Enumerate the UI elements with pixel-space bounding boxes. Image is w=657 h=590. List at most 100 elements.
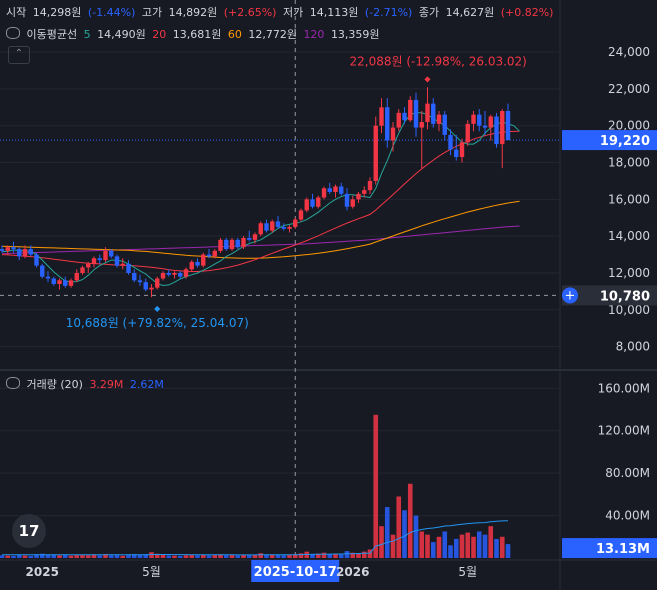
candle bbox=[379, 98, 384, 134]
volume-bar bbox=[16, 554, 22, 558]
candle-body bbox=[500, 110, 505, 145]
eye-icon[interactable] bbox=[6, 27, 20, 39]
candle-body bbox=[80, 267, 85, 273]
tradingview-logo-icon[interactable]: 17 bbox=[12, 514, 46, 548]
volume-tick-label: 160.00M bbox=[598, 381, 650, 395]
candle-body bbox=[51, 278, 56, 285]
candle-body bbox=[5, 247, 10, 251]
ma-legend[interactable]: 이동평균선 5 14,490원 20 13,681원 60 12,772원 12… bbox=[6, 26, 383, 42]
candle-body bbox=[431, 103, 436, 124]
crosshair-date-badge bbox=[251, 560, 340, 582]
volume-bar bbox=[131, 554, 137, 558]
candle bbox=[442, 110, 447, 141]
ma5-value: 14,490원 bbox=[97, 28, 146, 41]
candle bbox=[448, 129, 453, 156]
candle bbox=[252, 232, 258, 244]
candle-body bbox=[183, 269, 189, 277]
volume-bar bbox=[384, 507, 390, 558]
volume-bar bbox=[103, 553, 108, 558]
volume-bar bbox=[356, 553, 361, 558]
time-tick-label: 5월 bbox=[142, 565, 161, 579]
candle bbox=[63, 276, 68, 288]
price-tick-label: 10,000 bbox=[608, 303, 650, 317]
candle-body bbox=[402, 112, 407, 121]
candle-body bbox=[195, 261, 200, 266]
candle-body bbox=[425, 103, 430, 123]
candle-body bbox=[413, 99, 419, 128]
candle-body bbox=[212, 250, 217, 257]
candle-body bbox=[45, 276, 51, 279]
candle-body bbox=[229, 239, 235, 250]
candle bbox=[45, 271, 51, 283]
volume-bar bbox=[453, 538, 459, 558]
candle bbox=[425, 87, 430, 130]
candle bbox=[287, 225, 292, 233]
ma20-period: 20 bbox=[152, 28, 167, 41]
candle bbox=[0, 245, 5, 253]
candle bbox=[241, 236, 246, 250]
candle-body bbox=[120, 263, 125, 266]
candle-body bbox=[367, 180, 373, 191]
low-change: (-2.71%) bbox=[364, 6, 413, 19]
candle-body bbox=[459, 142, 465, 158]
candle-body bbox=[408, 99, 413, 121]
eye-icon[interactable] bbox=[6, 377, 20, 389]
volume-bar bbox=[361, 551, 367, 558]
price-tick-label: 16,000 bbox=[608, 192, 650, 206]
candle bbox=[143, 278, 148, 292]
volume-bar bbox=[45, 554, 51, 558]
candle bbox=[224, 237, 229, 251]
candle bbox=[155, 276, 160, 290]
candle bbox=[11, 241, 16, 253]
candle bbox=[356, 191, 361, 204]
candle-body bbox=[97, 258, 102, 261]
volume-bar bbox=[97, 555, 103, 558]
high-annotation: 22,088원 (-12.98%, 26.03.02) bbox=[350, 54, 527, 68]
candle bbox=[34, 252, 39, 268]
time-tick-label: 2026 bbox=[336, 565, 369, 579]
candle bbox=[396, 109, 401, 132]
candle-body bbox=[494, 116, 499, 145]
candle-body bbox=[40, 265, 45, 277]
candle-body bbox=[333, 186, 338, 192]
volume-bar bbox=[126, 554, 131, 558]
candle bbox=[494, 112, 499, 148]
volume-bar bbox=[206, 555, 212, 558]
candle bbox=[166, 269, 171, 277]
chevron-up-icon[interactable]: ⌃ bbox=[8, 46, 30, 64]
candle-body bbox=[471, 114, 476, 124]
volume-bar bbox=[488, 526, 494, 558]
volume-bar bbox=[22, 555, 28, 558]
candle-body bbox=[373, 125, 378, 181]
plus-circle-icon[interactable]: + bbox=[562, 287, 578, 304]
ma120-line bbox=[1, 225, 520, 255]
crosshair-date-label: 2025-10-17 bbox=[254, 565, 337, 580]
ma-label: 이동평균선 bbox=[26, 28, 78, 41]
candle bbox=[189, 260, 194, 272]
candle-body bbox=[86, 263, 91, 268]
volume-bar bbox=[241, 554, 246, 558]
candle bbox=[298, 208, 304, 222]
candle-body bbox=[149, 287, 154, 290]
volume-bar bbox=[459, 534, 465, 558]
volume-bar bbox=[350, 552, 356, 558]
candle bbox=[402, 107, 407, 124]
volume-bar bbox=[5, 555, 11, 558]
volume-bar bbox=[275, 555, 281, 558]
volume-bar bbox=[499, 536, 505, 558]
volume-bar bbox=[425, 534, 430, 558]
candle bbox=[454, 134, 459, 161]
time-tick-label: 2025 bbox=[26, 565, 59, 579]
candle bbox=[264, 219, 269, 233]
candle-body bbox=[327, 188, 332, 192]
candle-body bbox=[235, 239, 240, 248]
volume-bar bbox=[321, 552, 327, 558]
high-change: (+2.65%) bbox=[223, 6, 277, 19]
candle-body bbox=[356, 193, 361, 200]
candle-body bbox=[166, 272, 171, 275]
candle-body bbox=[465, 123, 470, 143]
candle-body bbox=[137, 280, 143, 283]
volume-bar bbox=[91, 554, 97, 558]
volume-bar bbox=[218, 554, 223, 558]
